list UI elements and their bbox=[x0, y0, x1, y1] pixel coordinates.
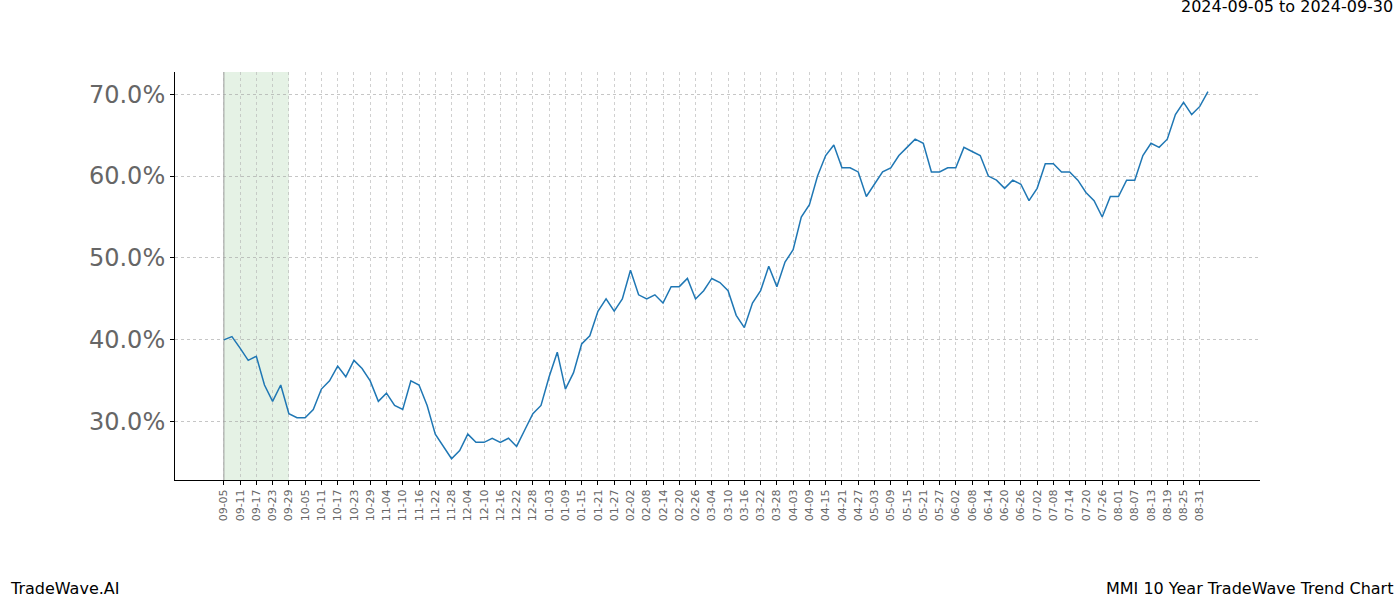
svg-text:02-08: 02-08 bbox=[640, 489, 653, 521]
svg-text:06-20: 06-20 bbox=[998, 489, 1011, 521]
svg-text:12-22: 12-22 bbox=[510, 489, 523, 521]
svg-text:07-26: 07-26 bbox=[1096, 489, 1109, 521]
svg-text:10-29: 10-29 bbox=[364, 489, 377, 521]
svg-text:12-16: 12-16 bbox=[494, 489, 507, 521]
svg-text:01-09: 01-09 bbox=[559, 489, 572, 521]
svg-text:08-31: 08-31 bbox=[1193, 489, 1206, 521]
svg-text:06-08: 06-08 bbox=[966, 489, 979, 521]
svg-text:12-04: 12-04 bbox=[461, 489, 474, 521]
svg-text:10-17: 10-17 bbox=[331, 489, 344, 521]
svg-text:07-02: 07-02 bbox=[1031, 489, 1044, 521]
svg-text:02-20: 02-20 bbox=[673, 489, 686, 521]
svg-text:04-03: 04-03 bbox=[787, 489, 800, 521]
svg-text:02-26: 02-26 bbox=[689, 489, 702, 521]
svg-text:05-21: 05-21 bbox=[917, 489, 930, 521]
svg-text:08-25: 08-25 bbox=[1177, 489, 1190, 521]
svg-text:07-20: 07-20 bbox=[1080, 489, 1093, 521]
svg-text:11-16: 11-16 bbox=[413, 489, 426, 521]
svg-text:09-17: 09-17 bbox=[250, 489, 263, 521]
svg-text:03-04: 03-04 bbox=[705, 489, 718, 521]
svg-text:05-27: 05-27 bbox=[933, 489, 946, 521]
svg-text:10-05: 10-05 bbox=[299, 489, 312, 521]
svg-text:07-14: 07-14 bbox=[1063, 489, 1076, 521]
svg-text:01-15: 01-15 bbox=[575, 489, 588, 521]
svg-text:04-27: 04-27 bbox=[852, 489, 865, 521]
svg-text:03-16: 03-16 bbox=[738, 489, 751, 521]
svg-text:05-03: 05-03 bbox=[868, 489, 881, 521]
svg-text:02-02: 02-02 bbox=[624, 489, 637, 521]
svg-text:TradeWave.AI: TradeWave.AI bbox=[10, 579, 119, 598]
svg-text:04-09: 04-09 bbox=[803, 489, 816, 521]
svg-text:01-03: 01-03 bbox=[543, 489, 556, 521]
svg-text:MMI 10 Year TradeWave Trend Ch: MMI 10 Year TradeWave Trend Chart bbox=[1106, 579, 1393, 598]
svg-text:02-14: 02-14 bbox=[657, 489, 670, 521]
svg-text:05-09: 05-09 bbox=[884, 489, 897, 521]
svg-text:09-23: 09-23 bbox=[266, 489, 279, 521]
svg-text:06-14: 06-14 bbox=[982, 489, 995, 521]
svg-text:2024-09-05 to 2024-09-30: 2024-09-05 to 2024-09-30 bbox=[1181, 0, 1393, 16]
svg-text:04-21: 04-21 bbox=[836, 489, 849, 521]
svg-text:09-05: 09-05 bbox=[217, 489, 230, 521]
svg-text:08-13: 08-13 bbox=[1145, 489, 1158, 521]
svg-text:09-29: 09-29 bbox=[282, 489, 295, 521]
svg-text:12-28: 12-28 bbox=[526, 489, 539, 521]
svg-text:01-21: 01-21 bbox=[592, 489, 605, 521]
svg-text:06-02: 06-02 bbox=[949, 489, 962, 521]
svg-text:01-27: 01-27 bbox=[608, 489, 621, 521]
svg-text:11-28: 11-28 bbox=[445, 489, 458, 521]
svg-text:03-28: 03-28 bbox=[770, 489, 783, 521]
svg-text:50.0%: 50.0% bbox=[89, 244, 165, 272]
svg-text:10-23: 10-23 bbox=[348, 489, 361, 521]
svg-text:70.0%: 70.0% bbox=[89, 81, 165, 109]
svg-text:04-15: 04-15 bbox=[819, 489, 832, 521]
svg-text:60.0%: 60.0% bbox=[89, 162, 165, 190]
svg-text:08-01: 08-01 bbox=[1112, 489, 1125, 521]
svg-text:30.0%: 30.0% bbox=[89, 408, 165, 436]
svg-text:40.0%: 40.0% bbox=[89, 326, 165, 354]
svg-text:08-19: 08-19 bbox=[1161, 489, 1174, 521]
svg-text:11-04: 11-04 bbox=[380, 489, 393, 521]
svg-text:08-07: 08-07 bbox=[1128, 489, 1141, 521]
svg-text:05-15: 05-15 bbox=[901, 489, 914, 521]
svg-text:11-10: 11-10 bbox=[396, 489, 409, 521]
svg-text:06-26: 06-26 bbox=[1014, 489, 1027, 521]
svg-text:11-22: 11-22 bbox=[429, 489, 442, 521]
svg-text:03-10: 03-10 bbox=[722, 489, 735, 521]
svg-text:12-10: 12-10 bbox=[478, 489, 491, 521]
svg-text:07-08: 07-08 bbox=[1047, 489, 1060, 521]
svg-text:09-11: 09-11 bbox=[234, 489, 247, 521]
svg-text:10-11: 10-11 bbox=[315, 489, 328, 521]
svg-text:03-22: 03-22 bbox=[754, 489, 767, 521]
